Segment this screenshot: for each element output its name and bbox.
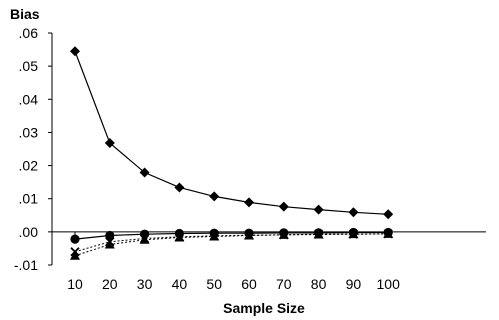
series-line-diamond (74, 51, 389, 215)
x-tick-label: 90 (346, 276, 362, 292)
series-layer (70, 46, 394, 260)
data-point-diamond (174, 182, 185, 193)
data-point-diamond (278, 201, 289, 212)
series-line-triangle (74, 233, 389, 257)
data-point-diamond (70, 46, 80, 57)
x-tick-label: 100 (377, 276, 401, 292)
x-tick-label: 70 (276, 276, 292, 292)
x-axis-ticks: 10 20 30 40 50 60 70 80 90 100 (67, 231, 401, 292)
data-point-triangle (70, 250, 80, 260)
y-tick-label: .03 (19, 124, 39, 140)
data-point-diamond (209, 191, 220, 202)
x-tick-label: 80 (311, 276, 327, 292)
y-tick-label: .05 (19, 58, 39, 74)
data-point-triangle (139, 234, 150, 244)
y-tick-label: .02 (19, 158, 39, 174)
data-point-diamond (104, 138, 115, 149)
y-tick-label: .06 (19, 25, 39, 41)
series-line-x (74, 233, 389, 253)
x-tick-label: 20 (102, 276, 118, 292)
y-axis-ticks: .06 .05 .04 .03 .02 .01 .00 -.01 (14, 25, 52, 273)
series-diamond (70, 46, 394, 220)
series-line-circle (74, 231, 389, 240)
y-tick-label: .04 (19, 91, 39, 107)
data-point-diamond (313, 204, 324, 215)
x-tick-label: 10 (67, 276, 83, 292)
x-tick-label: 40 (172, 276, 188, 292)
y-axis-title: Bias (10, 6, 40, 22)
data-point-circle (70, 234, 80, 244)
data-point-triangle (104, 239, 115, 249)
data-point-diamond (348, 207, 359, 218)
data-point-diamond (139, 167, 150, 178)
x-tick-label: 60 (241, 276, 257, 292)
x-tick-label: 50 (206, 276, 222, 292)
y-tick-label: -.01 (14, 257, 38, 273)
y-tick-label: .01 (19, 191, 39, 207)
x-axis-title: Sample Size (223, 300, 305, 316)
x-tick-label: 30 (137, 276, 153, 292)
data-point-diamond (383, 209, 394, 220)
y-tick-label: .00 (19, 224, 39, 240)
data-point-diamond (244, 197, 254, 208)
